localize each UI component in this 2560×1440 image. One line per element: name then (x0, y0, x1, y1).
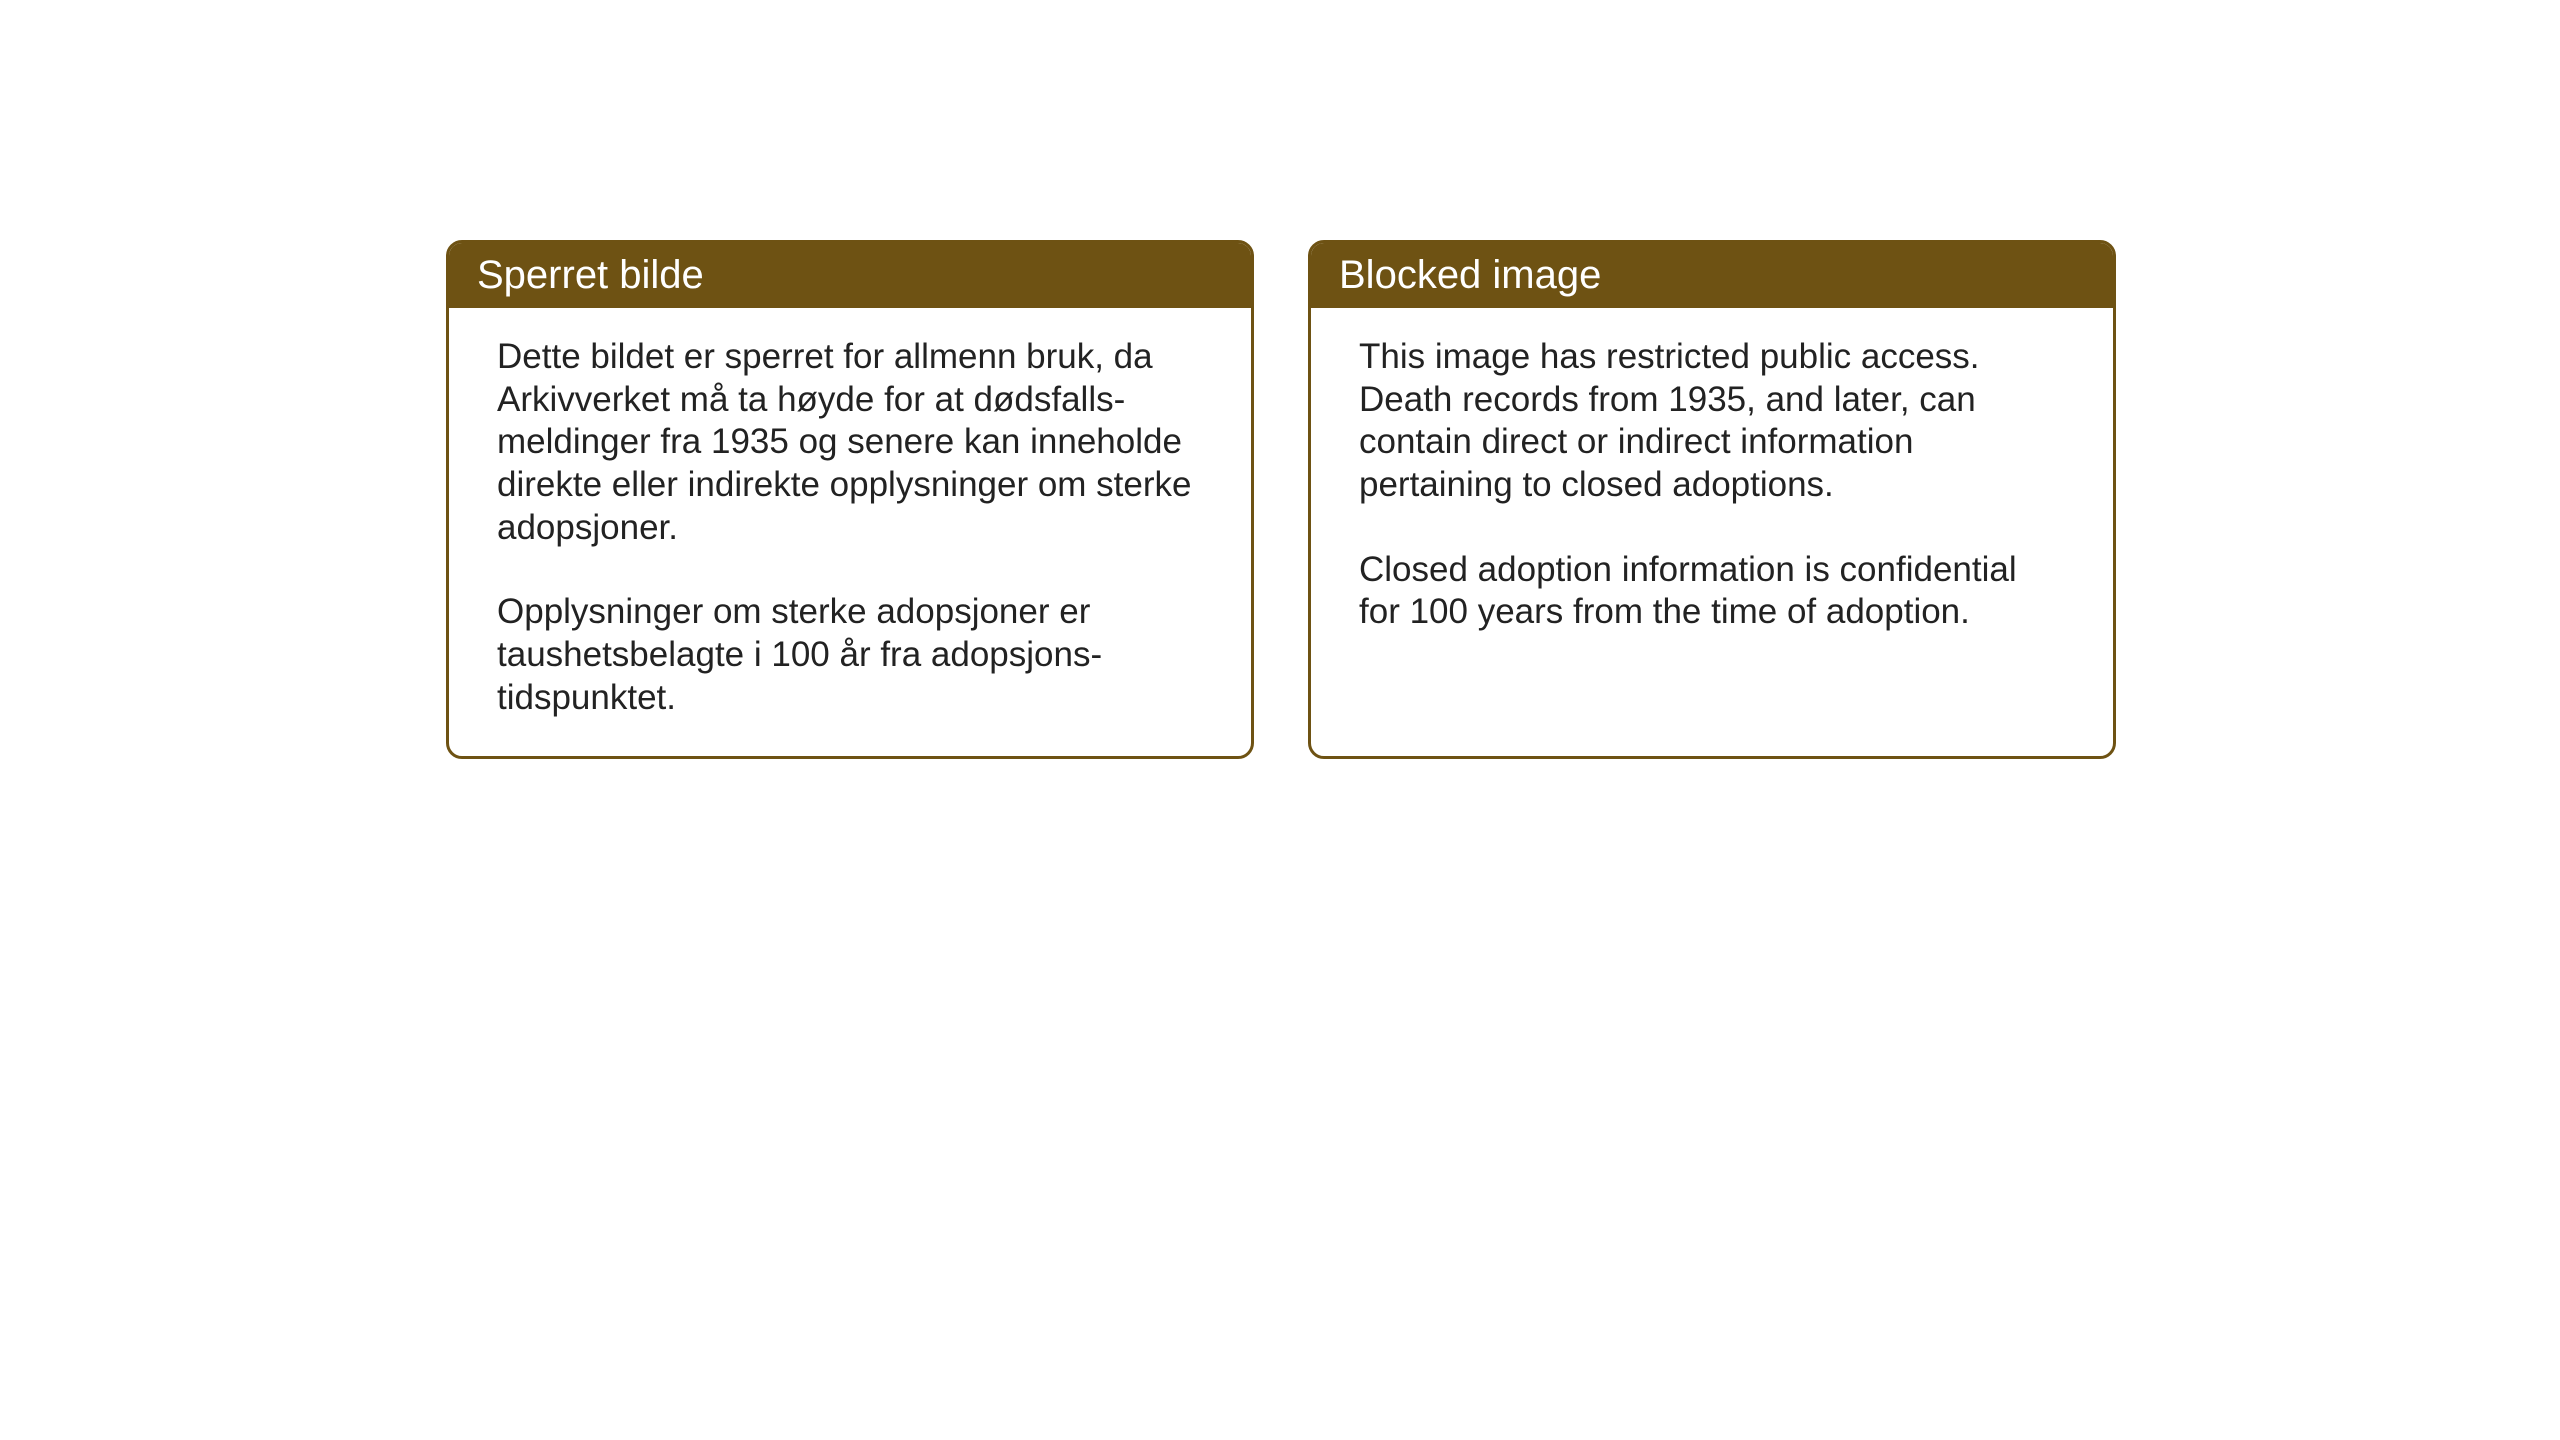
card-header-norwegian: Sperret bilde (449, 243, 1251, 308)
card-body-english: This image has restricted public access.… (1311, 308, 2113, 748)
notice-card-english: Blocked image This image has restricted … (1308, 240, 2116, 759)
notice-card-norwegian: Sperret bilde Dette bildet er sperret fo… (446, 240, 1254, 759)
card-body-norwegian: Dette bildet er sperret for allmenn bruk… (449, 308, 1251, 756)
card-title-english: Blocked image (1339, 253, 1601, 297)
card-paragraph-1-english: This image has restricted public access.… (1359, 336, 2065, 507)
card-header-english: Blocked image (1311, 243, 2113, 308)
card-paragraph-2-norwegian: Opplysninger om sterke adopsjoner er tau… (497, 591, 1203, 719)
card-paragraph-2-english: Closed adoption information is confident… (1359, 549, 2065, 634)
card-title-norwegian: Sperret bilde (477, 253, 704, 297)
card-paragraph-1-norwegian: Dette bildet er sperret for allmenn bruk… (497, 336, 1203, 549)
notice-container: Sperret bilde Dette bildet er sperret fo… (446, 240, 2116, 759)
